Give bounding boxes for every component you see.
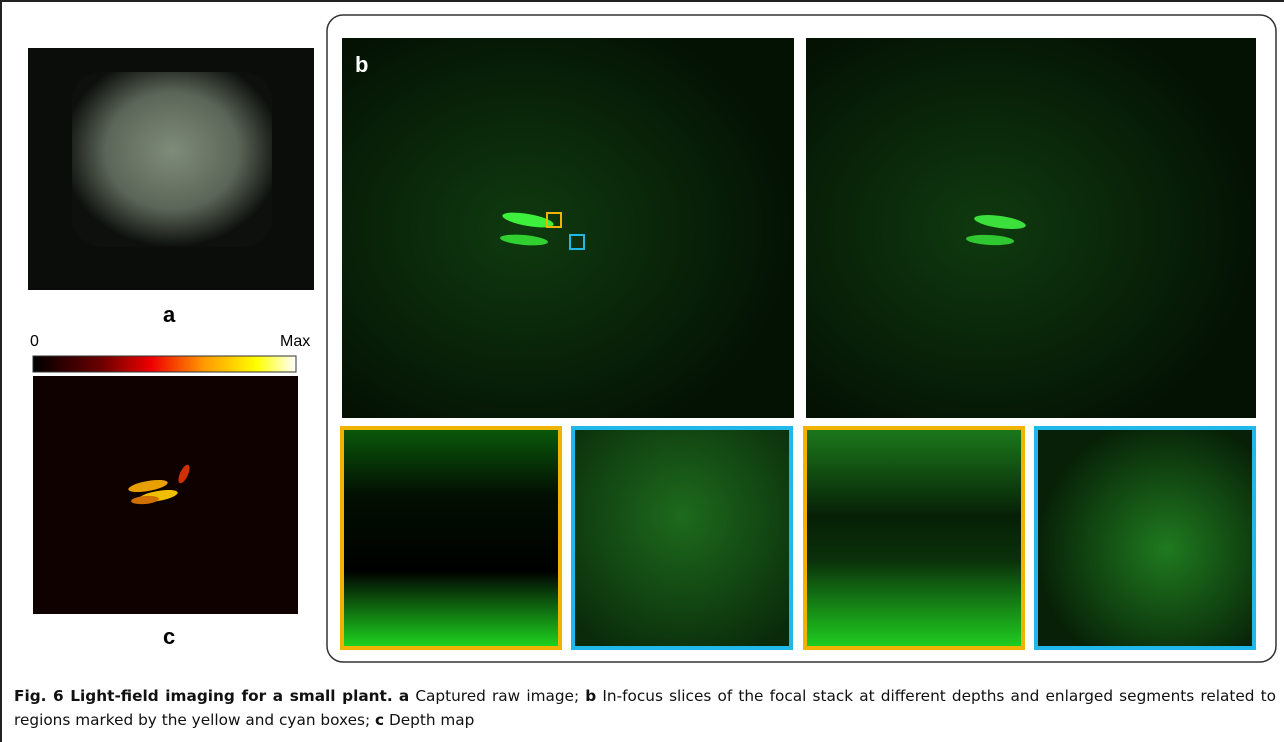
inset-yellow-1 xyxy=(342,428,560,648)
panel-label: a xyxy=(163,302,175,328)
inset-yellow-2 xyxy=(805,428,1023,648)
caption-key: c xyxy=(375,711,384,729)
caption: Fig. 6 Light-field imaging for a small p… xyxy=(14,684,1276,732)
focal-slice-2 xyxy=(806,38,1256,418)
panel-label: b xyxy=(355,52,368,78)
figure-graphics xyxy=(0,0,1284,742)
caption-key: b xyxy=(585,687,596,705)
caption-key: a xyxy=(399,687,409,705)
figure: a b c 0 Max Fig. 6 Light-field imaging f… xyxy=(0,0,1284,742)
caption-title: Fig. 6 Light-field imaging for a small p… xyxy=(14,687,393,705)
focal-slice-1 xyxy=(342,38,794,418)
inset-cyan-1 xyxy=(573,428,791,648)
panel-label: c xyxy=(163,624,175,650)
caption-text: Depth map xyxy=(389,711,474,729)
inset-cyan-2 xyxy=(1036,428,1254,648)
colorbar-min: 0 xyxy=(30,333,39,351)
colorbar xyxy=(33,356,296,372)
caption-text: Captured raw image; xyxy=(415,687,579,705)
colorbar-max: Max xyxy=(280,333,310,351)
raw-image xyxy=(72,72,272,247)
